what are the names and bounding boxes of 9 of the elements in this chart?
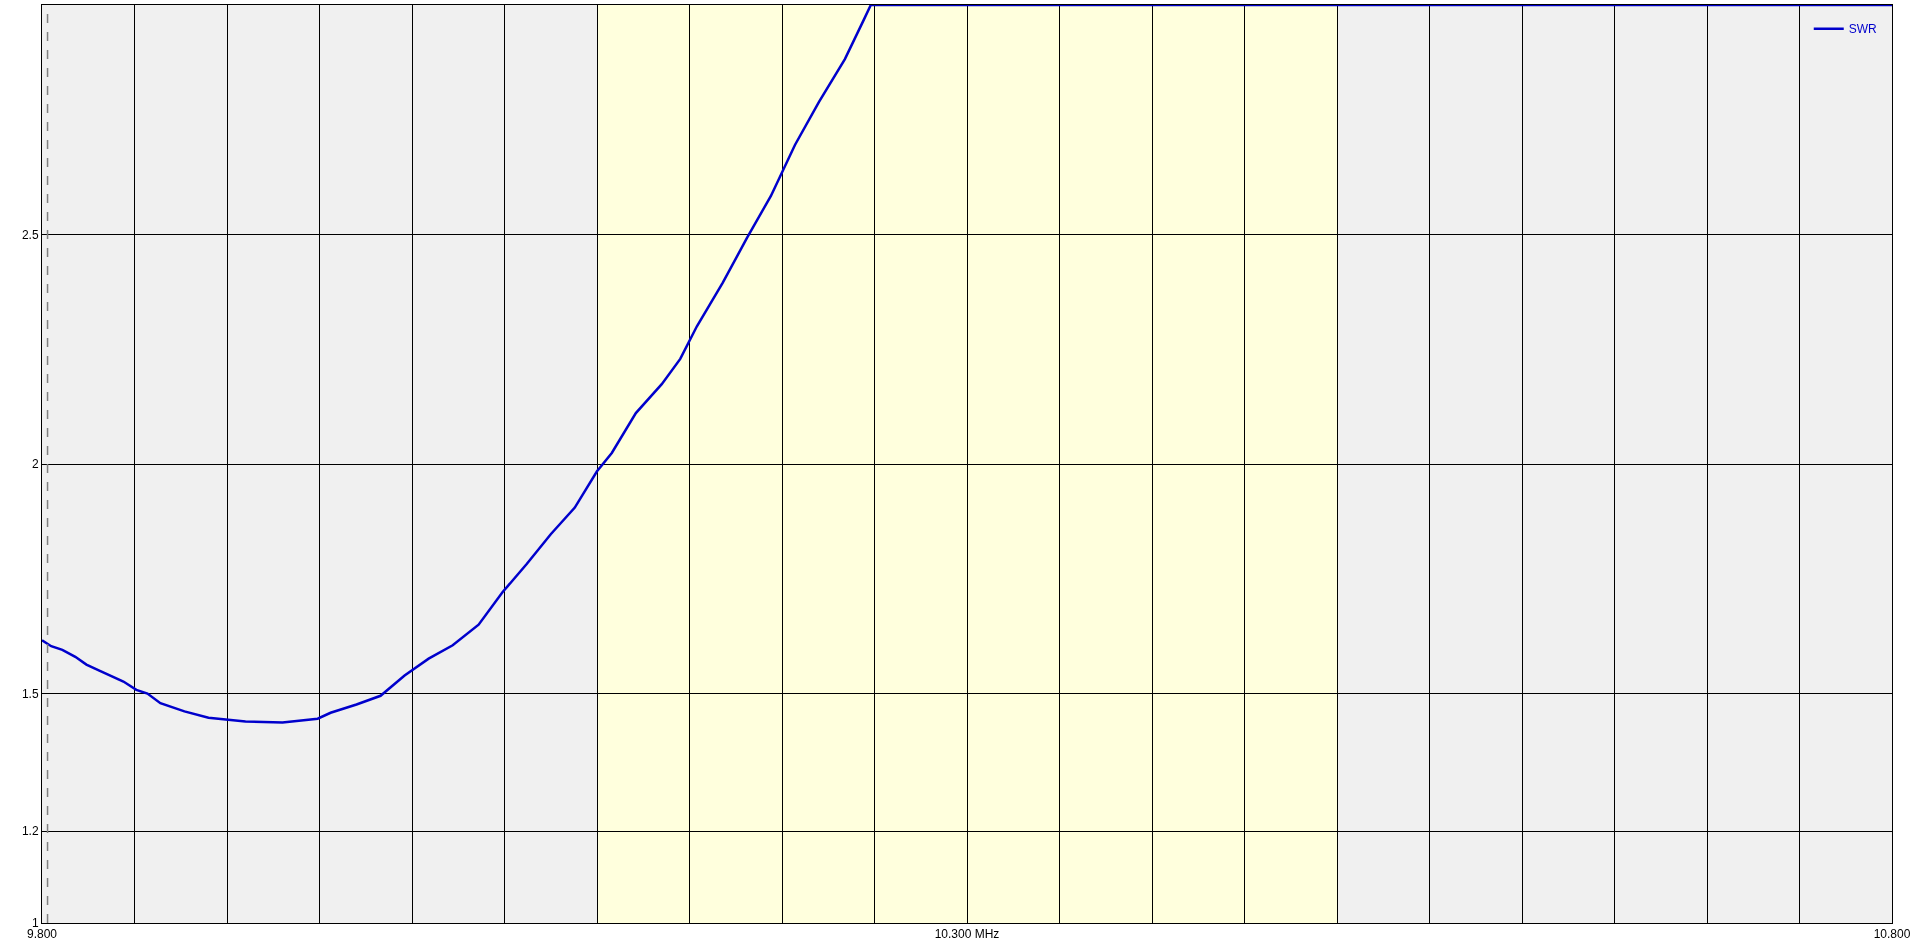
y-tick-label: 1.2 (21, 824, 39, 839)
line-series (42, 5, 1892, 724)
x-tick-label: 10.300 MHz (934, 927, 1000, 942)
x-tick-label: 10.800 (1873, 927, 1911, 942)
y-tick-label: 2.5 (21, 227, 39, 242)
y-tick-label: 2 (31, 457, 39, 472)
legend-label: SWR (1848, 22, 1878, 37)
x-tick-label: 9.800 (26, 927, 58, 942)
y-tick-label: 1.5 (21, 686, 39, 701)
